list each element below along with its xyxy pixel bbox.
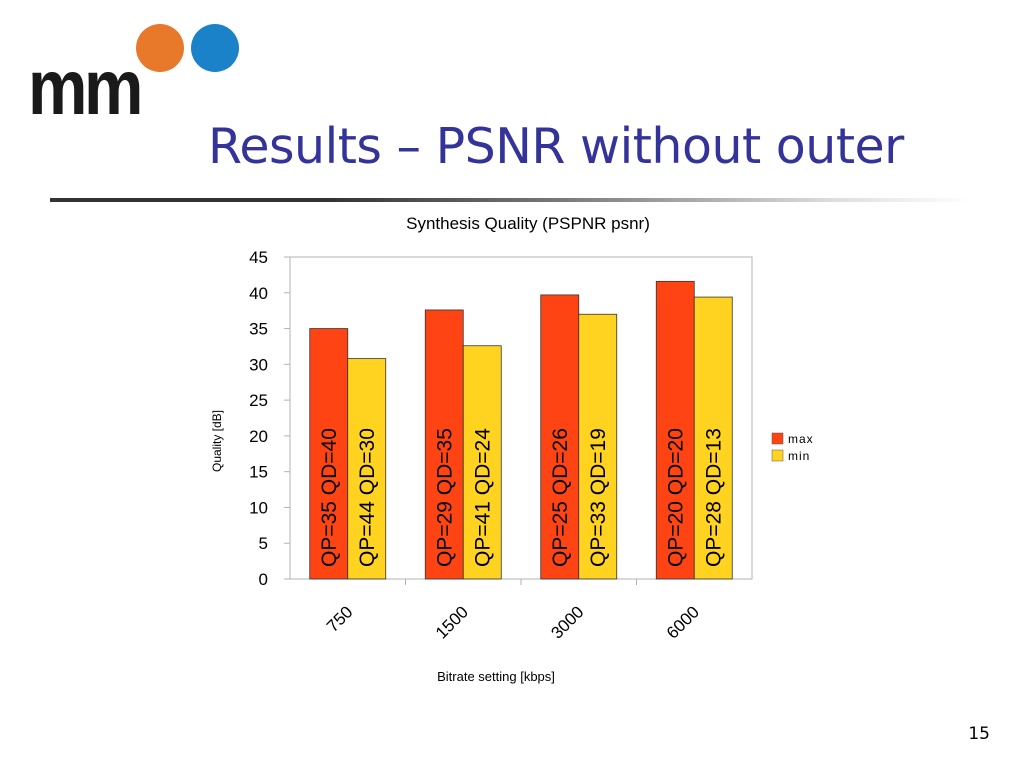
- legend-label-min: min: [788, 449, 810, 463]
- y-tick-label: 30: [249, 355, 268, 374]
- x-axis-label: Bitrate setting [kbps]: [437, 669, 555, 684]
- y-tick-label: 0: [259, 570, 268, 589]
- y-axis-label: Quality [dB]: [210, 410, 224, 472]
- y-tick-label: 25: [249, 391, 268, 410]
- x-tick-label: 1500: [432, 602, 472, 642]
- y-tick-label: 10: [249, 498, 268, 517]
- title-divider: [50, 198, 970, 202]
- logo-blue-circle: [191, 24, 239, 72]
- y-tick-label: 15: [249, 463, 268, 482]
- y-tick-label: 20: [249, 427, 268, 446]
- y-tick-label: 35: [249, 320, 268, 339]
- legend-swatch-max: [771, 432, 784, 445]
- bar-min-6000: [693, 296, 733, 580]
- bar-data-label: QP=20 QD=20: [664, 428, 687, 567]
- x-tick-label: 6000: [663, 602, 703, 642]
- x-tick-label: 750: [323, 602, 356, 635]
- bar-min-3000: [578, 313, 618, 580]
- y-tick-label: 45: [249, 248, 268, 267]
- bar-data-label: QP=44 QD=30: [356, 428, 379, 567]
- logo-orange-circle: [136, 24, 184, 72]
- x-tick-label: 3000: [547, 602, 587, 642]
- y-tick-label: 40: [249, 284, 268, 303]
- bar-data-label: QP=25 QD=26: [549, 428, 572, 567]
- legend-label-max: max: [788, 432, 814, 446]
- bar-chart: Synthesis Quality (PSPNR psnr) 0 5 10 15 20 2…: [210, 214, 814, 684]
- bar-data-label: QP=33 QD=19: [587, 428, 610, 567]
- bar-max-6000: [655, 280, 695, 580]
- chart-legend: max min: [771, 432, 814, 463]
- bar-data-label: QP=29 QD=35: [433, 428, 456, 567]
- legend-swatch-min: [771, 449, 784, 462]
- company-logo: mm: [28, 24, 239, 118]
- page-number: 15: [968, 724, 990, 744]
- logo-text: mm: [28, 43, 140, 118]
- bar-data-label: QP=41 QD=24: [471, 428, 494, 567]
- bar-max-750: [309, 328, 349, 580]
- slide-title: Results – PSNR without outer: [208, 118, 904, 175]
- plot-area: 0 5 10 15 20 25 30 35 40 45 QP=35 QD=40 QP=44 QD=30…: [249, 248, 753, 643]
- bar-max-3000: [540, 294, 580, 580]
- chart-title: Synthesis Quality (PSPNR psnr): [406, 214, 650, 233]
- bar-min-750: [347, 358, 387, 580]
- bar-data-label: QP=35 QD=40: [318, 428, 341, 567]
- bar-data-label: QP=28 QD=13: [702, 428, 725, 567]
- bar-min-1500: [462, 345, 502, 580]
- y-tick-label: 5: [259, 534, 268, 553]
